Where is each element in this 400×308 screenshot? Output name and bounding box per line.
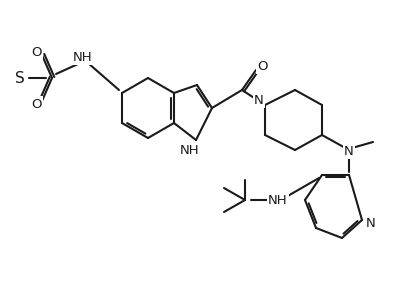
Text: S: S [15, 71, 25, 86]
Text: N: N [366, 217, 376, 229]
Text: N: N [254, 94, 264, 107]
Text: N: N [254, 94, 264, 107]
Text: N: N [366, 217, 376, 229]
Text: NH: NH [268, 193, 288, 206]
Text: N: N [344, 144, 354, 157]
Text: S: S [15, 71, 25, 86]
Text: O: O [258, 59, 268, 72]
Text: O: O [31, 98, 41, 111]
Text: NH: NH [180, 144, 200, 156]
Text: NH: NH [73, 51, 93, 63]
Text: O: O [258, 59, 268, 72]
Text: O: O [31, 98, 41, 111]
Text: N: N [344, 144, 354, 157]
Text: NH: NH [73, 51, 93, 63]
Text: NH: NH [180, 144, 200, 156]
Text: O: O [31, 46, 41, 59]
Text: NH: NH [268, 193, 288, 206]
Text: O: O [31, 46, 41, 59]
